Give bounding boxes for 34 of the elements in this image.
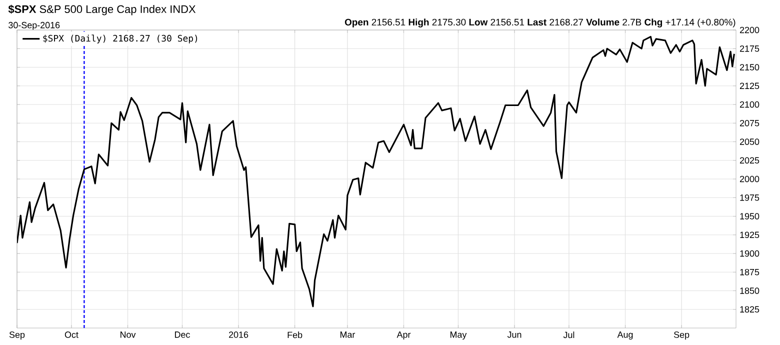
x-tick-label: Jun	[507, 332, 522, 338]
y-tick-label: 1825	[740, 306, 760, 313]
y-tick-label: 2175	[740, 45, 760, 52]
x-tick-label: Dec	[174, 332, 190, 338]
y-tick-label: 1900	[740, 250, 760, 257]
y-tick-label: 2050	[740, 138, 760, 145]
y-tick-label: 1875	[740, 268, 760, 276]
x-tick-label: Mar	[340, 332, 356, 338]
y-tick-label: 1925	[740, 232, 760, 238]
x-tick-label: Oct	[64, 332, 78, 338]
y-tick-label: 2025	[740, 157, 760, 164]
y-tick-label: 1975	[740, 194, 760, 201]
x-tick-label: Aug	[617, 332, 633, 340]
y-tick-label: 2075	[740, 120, 760, 126]
x-tick-label: Sep	[9, 332, 25, 340]
annotation: 30-Sep-2016	[8, 22, 60, 30]
x-tick-label: Feb	[288, 332, 302, 338]
y-tick-label: 1850	[740, 288, 760, 294]
y-tick-label: 2000	[740, 176, 760, 182]
y-tick-label: 2200	[740, 26, 760, 34]
x-tick-label: May	[450, 332, 467, 340]
x-tick-label: Sep	[674, 332, 690, 340]
y-tick-label: 2125	[740, 82, 760, 90]
x-tick-label: 2016	[228, 332, 248, 338]
legend-label: $SPX (Daily) 2168.27 (30 Sep)	[43, 34, 198, 44]
x-tick-label: Jul	[563, 332, 574, 338]
line-series	[17, 36, 735, 308]
y-tick-label: 1950	[740, 213, 760, 220]
x-tick-label: Apr	[396, 332, 411, 340]
chart-title: $SPX S&P 500 Large Cap Index INDX	[8, 4, 196, 16]
y-tick-label: 2150	[740, 64, 760, 70]
text: Open 2156.51 High 2175.30 Low 2156.51 Last 2168.27 Volume 2.7B Chg +17.14 (+0.80%)	[344, 18, 736, 28]
x-tick-label: Nov	[120, 332, 136, 338]
y-tick-label: 2100	[740, 101, 760, 108]
